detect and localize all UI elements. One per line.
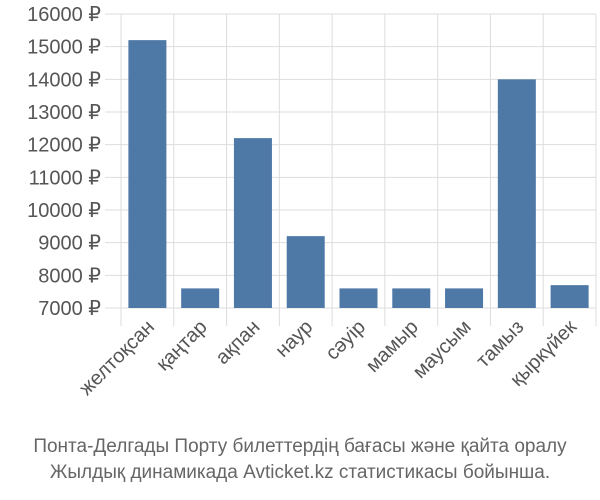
y-axis-ticks: 7000 ₽ 8000 ₽ 9000 ₽ 10000 ₽ 11000 ₽ 12000 ₽ 1… bbox=[27, 4, 101, 320]
y-tick-label: 9000 ₽ bbox=[38, 233, 101, 255]
y-tick-label: 14000 ₽ bbox=[27, 69, 101, 91]
bar-ақпан bbox=[233, 138, 272, 308]
y-tick-label: 10000 ₽ bbox=[27, 200, 101, 222]
x-tick-label: қаңтар bbox=[152, 316, 211, 375]
y-tick-label: 11000 ₽ bbox=[29, 167, 102, 189]
x-tick-label: наур bbox=[271, 316, 317, 362]
bar-қаңтар bbox=[181, 288, 220, 308]
bar-қыркүйек bbox=[550, 285, 589, 308]
bar-мамыр bbox=[392, 288, 431, 308]
x-tick-label: желтоқсан bbox=[75, 316, 159, 400]
grid-lines bbox=[105, 13, 597, 326]
chart-caption-line-2: Жылдық динамикада Avticket.kz статистика… bbox=[49, 462, 551, 483]
y-tick-label: 8000 ₽ bbox=[38, 265, 101, 287]
x-tick-label: ақпан bbox=[212, 316, 265, 369]
chart-caption-line-1: Понта-Делгады Порту билеттердің бағасы ж… bbox=[33, 436, 567, 457]
x-tick-label: маусым bbox=[409, 316, 476, 383]
bar-chart: 7000 ₽ 8000 ₽ 9000 ₽ 10000 ₽ 11000 ₽ 12000 ₽ 1… bbox=[27, 4, 597, 400]
bar-маусым bbox=[445, 288, 484, 308]
y-tick-label: 12000 ₽ bbox=[27, 135, 101, 157]
y-tick-label: 16000 ₽ bbox=[27, 4, 101, 26]
bars bbox=[128, 40, 589, 309]
y-tick-label: 13000 ₽ bbox=[27, 102, 101, 124]
y-tick-label: 15000 ₽ bbox=[27, 37, 101, 59]
bar-тамыз bbox=[497, 79, 536, 308]
bar-наур bbox=[286, 236, 325, 308]
bar-желтоқсан bbox=[128, 40, 167, 309]
x-tick-label: сәуір bbox=[321, 316, 370, 365]
bar-сәуір bbox=[339, 288, 378, 308]
y-tick-label: 7000 ₽ bbox=[38, 298, 101, 320]
